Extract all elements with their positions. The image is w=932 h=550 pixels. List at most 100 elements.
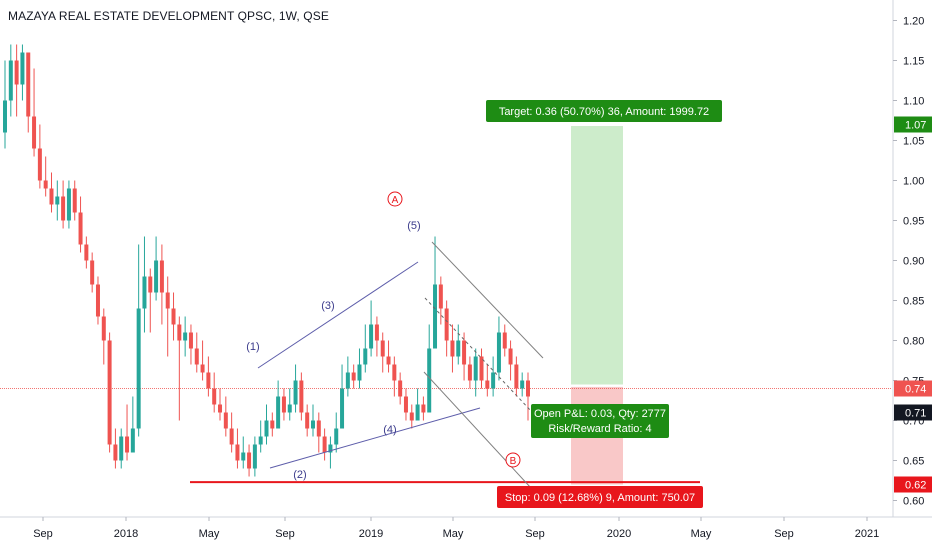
candle-body [311,421,315,429]
y-tick-label: 1.00 [903,176,924,188]
candle-body [503,333,507,349]
candle-body [288,405,292,413]
target-zone [571,126,623,385]
candle-body [259,437,263,445]
pnl-label: Open P&L: 0.03, Qty: 2777Risk/Reward Rat… [531,404,669,438]
candle-body [363,349,367,365]
candle-body [230,429,234,445]
y-tick-label: 0.95 [903,216,924,228]
candle-body [3,101,7,133]
candle-body [102,317,106,341]
candle-body [346,373,350,389]
y-tick-label: 1.15 [903,56,924,68]
candle-body [44,181,48,189]
x-tick-label: May [199,528,220,540]
candle-body [172,309,176,325]
x-tick-label: 2020 [607,528,631,540]
channel-upper-line [432,242,543,358]
y-tick-label: 0.60 [903,496,924,508]
candle-body [235,445,239,461]
candle-body [427,349,431,413]
candle-body [369,325,373,349]
candle-body [450,341,454,357]
candle-body [189,333,193,349]
price-badge-text: 1.07 [905,120,926,132]
wave-label: (4) [383,424,396,436]
candle-body [282,397,286,413]
candle-body [148,277,152,293]
candle-body [90,261,94,285]
candle-body [15,61,19,85]
x-tick-label: Sep [275,528,295,540]
pnl-line-1: Open P&L: 0.03, Qty: 2777 [534,408,666,420]
candle-body [352,373,356,381]
candle-body [177,325,181,341]
candle-body [195,349,199,365]
y-tick-label: 0.85 [903,296,924,308]
y-tick-label: 0.65 [903,456,924,468]
candle-body [514,365,518,389]
wave-marker-label: A [392,195,399,206]
candle-body [55,197,59,205]
candle-body [224,413,228,429]
candle-body [485,381,489,389]
candle-body [131,429,135,453]
candle-body [61,197,65,221]
candle-body [294,381,298,405]
candle-body [38,149,42,181]
candle-body [305,413,309,429]
y-tick-label: 0.90 [903,256,924,268]
target-label-text: Target: 0.36 (50.70%) 36, Amount: 1999.7… [499,106,709,118]
price-badge: 0.74 [894,381,932,397]
candle-body [270,421,274,429]
candle-body [462,341,466,365]
price-badge: 0.71 [894,405,932,421]
x-tick-label: May [691,528,712,540]
candle-body [218,405,222,413]
target-label: Target: 0.36 (50.70%) 36, Amount: 1999.7… [486,100,722,122]
candle-body [253,445,257,469]
upper-wedge-line [258,262,418,368]
wave-label: (5) [407,220,420,232]
candle-body [265,421,269,437]
candle-body [421,405,425,413]
candle-body [299,381,303,413]
candle-body [84,245,88,261]
price-badge-text: 0.71 [905,408,926,420]
candle-body [125,437,129,453]
candle-body [456,341,460,357]
candle-body [108,341,112,445]
candle-body [142,277,146,309]
candle-body [212,389,216,405]
candle-body [67,189,71,221]
candle-body [392,365,396,381]
y-tick-label: 1.05 [903,136,924,148]
candle-body [154,261,158,293]
x-tick-label: Sep [33,528,53,540]
candle-body [445,309,449,341]
candle-body [32,117,36,149]
candle-body [474,357,478,381]
candle-body [160,261,164,293]
candle-body [416,405,420,421]
y-tick-label: 0.80 [903,336,924,348]
candle-body [20,53,24,85]
x-tick-label: 2021 [855,528,879,540]
wave-label: (1) [246,341,259,353]
candle-body [119,437,123,461]
candle-body [433,285,437,349]
candle-body [276,397,280,429]
candle-body [49,189,53,205]
price-badge-text: 0.62 [905,480,926,492]
candle-body [113,445,117,461]
candle-body [387,357,391,365]
candle-body [317,421,321,437]
candle-body [491,373,495,389]
wave-label: (3) [321,300,334,312]
candle-body [497,333,501,373]
candle-body [398,381,402,397]
candle-body [439,285,443,309]
price-badge: 0.62 [894,477,932,493]
candle-body [247,453,251,469]
